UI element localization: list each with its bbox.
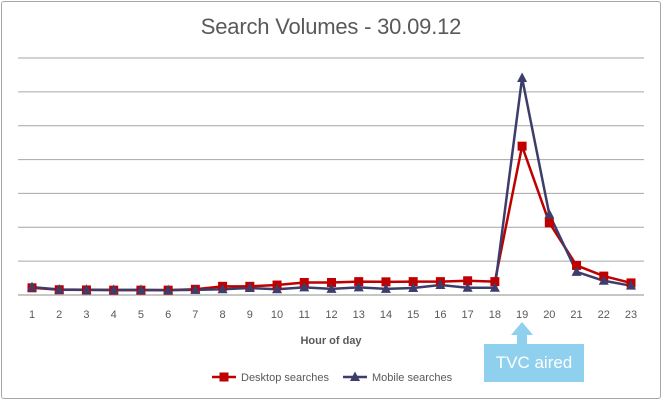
x-tick-label: 6 (165, 309, 171, 321)
x-tick-label: 10 (271, 309, 283, 321)
data-point-mobile (326, 283, 337, 293)
data-point-desktop (327, 277, 336, 287)
x-tick-label: 2 (56, 309, 62, 321)
data-point-mobile (54, 284, 65, 294)
x-tick-label: 1 (29, 309, 35, 321)
data-point-mobile (408, 282, 419, 293)
x-tick-label: 15 (407, 309, 419, 321)
legend-label: Desktop searches (241, 372, 330, 384)
data-point-desktop (381, 277, 391, 287)
x-tick-label: 8 (220, 309, 226, 321)
data-point-mobile (299, 281, 310, 292)
x-tick-label: 17 (462, 309, 474, 321)
data-point-mobile (81, 284, 92, 294)
data-point-mobile (163, 284, 174, 295)
data-point-desktop (463, 276, 473, 286)
data-point-mobile (544, 208, 555, 219)
x-tick-label: 9 (247, 309, 253, 321)
data-point-desktop (544, 218, 554, 228)
x-tick-label: 16 (434, 309, 446, 321)
data-point-mobile (244, 282, 255, 293)
legend-marker (219, 372, 229, 382)
data-point-mobile (217, 283, 228, 294)
x-tick-label: 14 (380, 309, 392, 321)
x-tick-label: 19 (516, 309, 528, 321)
x-tick-label: 7 (192, 309, 198, 321)
tvc-aired-callout: TVC aired (484, 344, 584, 382)
data-point-desktop (354, 277, 364, 287)
data-point-mobile (135, 284, 146, 294)
data-point-mobile (435, 279, 446, 290)
x-tick-label: 12 (325, 309, 337, 321)
x-tick-label: 21 (570, 309, 582, 321)
data-point-desktop (517, 141, 527, 151)
x-tick-label: 23 (625, 309, 637, 321)
legend-label: Mobile searches (372, 372, 453, 384)
data-point-mobile (353, 281, 364, 292)
x-tick-label: 5 (138, 309, 144, 321)
data-point-mobile (489, 282, 500, 292)
x-tick-label: 4 (111, 309, 117, 321)
data-point-mobile (108, 284, 119, 294)
data-point-desktop (490, 277, 500, 287)
x-tick-label: 20 (543, 309, 555, 321)
x-tick-label: 3 (83, 309, 89, 321)
data-point-mobile (517, 72, 528, 82)
chart-title: Search Volumes - 30.09.12 (200, 14, 462, 39)
x-tick-label: 18 (489, 309, 501, 321)
data-point-mobile (190, 284, 201, 294)
data-point-mobile (571, 266, 582, 276)
x-tick-label: 13 (353, 309, 365, 321)
data-point-mobile (272, 283, 283, 294)
data-point-mobile (27, 281, 37, 292)
x-axis-label: Hour of day (300, 335, 362, 347)
data-point-mobile (380, 283, 391, 293)
legend-marker (350, 371, 360, 381)
data-point-mobile (462, 282, 473, 292)
data-point-mobile (626, 280, 636, 290)
x-tick-label: 22 (598, 309, 610, 321)
data-point-desktop (408, 277, 418, 287)
x-tick-label: 11 (299, 309, 310, 321)
data-point-desktop (572, 260, 582, 270)
data-point-mobile (598, 275, 609, 285)
